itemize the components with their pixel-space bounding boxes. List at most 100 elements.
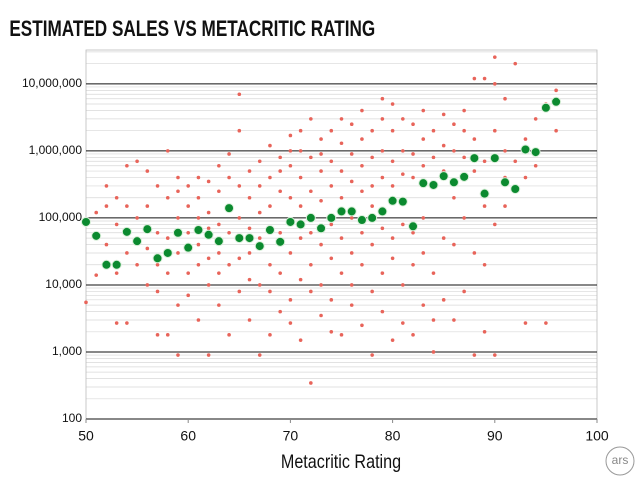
data-point bbox=[370, 289, 374, 294]
data-point bbox=[309, 381, 313, 385]
median-point bbox=[346, 206, 357, 217]
data-point bbox=[401, 283, 405, 287]
data-point bbox=[513, 159, 518, 164]
data-point bbox=[268, 175, 272, 180]
data-point bbox=[482, 329, 487, 334]
data-point bbox=[227, 175, 231, 180]
data-point bbox=[257, 283, 262, 287]
data-point bbox=[247, 277, 252, 282]
data-point bbox=[349, 179, 354, 184]
x-tick-label: 60 bbox=[180, 428, 196, 444]
data-point bbox=[288, 321, 293, 325]
plot-frame bbox=[85, 49, 598, 420]
data-point bbox=[390, 102, 395, 106]
logo-ring bbox=[605, 446, 635, 476]
data-point bbox=[349, 122, 354, 127]
x-tick-label: 50 bbox=[78, 428, 94, 444]
data-point bbox=[176, 303, 180, 307]
data-point bbox=[145, 246, 150, 251]
median-point bbox=[142, 224, 153, 235]
data-point bbox=[523, 175, 528, 180]
data-point bbox=[268, 333, 272, 337]
data-point bbox=[441, 143, 446, 148]
data-point bbox=[268, 143, 272, 148]
data-point bbox=[421, 251, 426, 255]
data-point bbox=[176, 353, 180, 357]
data-point bbox=[390, 184, 395, 188]
data-point bbox=[452, 122, 456, 127]
median-point bbox=[377, 206, 388, 217]
median-point bbox=[326, 212, 337, 223]
data-point bbox=[441, 298, 446, 302]
median-point bbox=[438, 171, 449, 182]
data-point bbox=[217, 189, 221, 194]
data-point bbox=[247, 318, 252, 322]
data-point bbox=[237, 216, 242, 220]
data-point bbox=[431, 318, 436, 322]
data-point bbox=[155, 289, 160, 294]
data-point bbox=[206, 226, 211, 231]
data-point bbox=[309, 155, 313, 160]
data-point bbox=[339, 333, 344, 337]
median-point bbox=[305, 212, 316, 223]
data-point bbox=[452, 242, 456, 247]
data-point bbox=[513, 61, 518, 66]
data-point bbox=[349, 303, 354, 307]
data-point bbox=[482, 159, 487, 164]
data-point bbox=[452, 149, 456, 153]
data-point bbox=[329, 159, 334, 164]
data-point bbox=[401, 149, 405, 153]
data-point bbox=[227, 262, 231, 267]
data-point bbox=[319, 152, 323, 156]
data-point bbox=[257, 236, 262, 240]
data-point bbox=[329, 256, 334, 261]
data-point bbox=[360, 137, 364, 141]
data-point bbox=[319, 199, 323, 203]
data-point bbox=[523, 137, 528, 141]
data-point bbox=[401, 172, 405, 176]
median-point bbox=[316, 223, 327, 234]
data-point bbox=[329, 329, 334, 334]
data-point bbox=[227, 152, 231, 156]
median-point bbox=[234, 233, 245, 244]
data-point bbox=[411, 262, 415, 267]
data-point bbox=[84, 300, 88, 305]
data-point bbox=[298, 204, 303, 208]
median-point bbox=[152, 253, 163, 264]
median-point bbox=[275, 236, 286, 247]
data-point bbox=[237, 128, 242, 133]
median-point bbox=[551, 96, 562, 107]
data-point bbox=[523, 321, 528, 325]
data-point bbox=[196, 216, 201, 220]
data-point bbox=[411, 230, 415, 235]
data-point bbox=[319, 169, 323, 173]
data-point bbox=[278, 271, 282, 275]
data-point bbox=[503, 149, 507, 153]
data-point bbox=[196, 262, 201, 267]
data-point bbox=[493, 128, 497, 133]
data-point bbox=[482, 76, 487, 81]
chart-title: ESTIMATED SALES VS METACRITIC RATING bbox=[9, 17, 375, 42]
data-point bbox=[339, 169, 344, 173]
data-point bbox=[411, 122, 415, 127]
data-point bbox=[482, 262, 487, 267]
data-point bbox=[309, 230, 313, 235]
median-point bbox=[367, 212, 378, 223]
data-point bbox=[94, 210, 99, 215]
data-point bbox=[196, 195, 201, 200]
median-point bbox=[408, 221, 419, 232]
data-point bbox=[493, 222, 497, 227]
data-point bbox=[349, 251, 354, 255]
data-point bbox=[349, 283, 354, 287]
data-point bbox=[176, 216, 180, 220]
data-point bbox=[165, 271, 170, 275]
y-tick-label: 100 bbox=[62, 411, 82, 425]
data-point bbox=[114, 222, 119, 227]
data-point bbox=[298, 149, 303, 153]
data-point bbox=[145, 169, 150, 173]
data-point bbox=[401, 117, 405, 121]
median-point bbox=[121, 226, 132, 237]
data-point bbox=[329, 222, 334, 227]
data-point bbox=[206, 179, 211, 184]
data-point bbox=[278, 309, 282, 314]
